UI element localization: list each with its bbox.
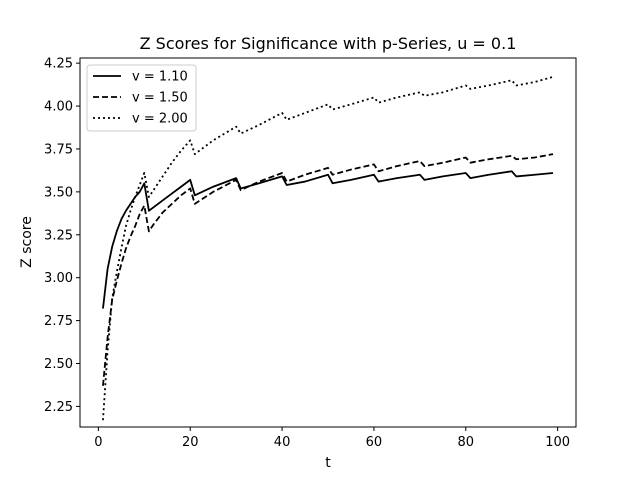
y-tick-label: 3.25 — [44, 228, 73, 243]
x-tick-label: 80 — [458, 435, 475, 450]
x-tick-label: 60 — [366, 435, 383, 450]
y-tick-label: 2.50 — [44, 357, 73, 372]
y-tick-label: 3.75 — [44, 142, 73, 157]
y-tick-label: 3.50 — [44, 185, 73, 200]
legend-label: v = 1.10 — [132, 70, 188, 85]
plot-lines — [102, 76, 554, 421]
y-tick-label: 4.00 — [44, 100, 73, 115]
legend: v = 1.10 v = 1.50 v = 2.00 — [86, 64, 197, 132]
series-line-1 — [102, 170, 554, 309]
legend-box — [86, 64, 197, 132]
legend-label: v = 1.50 — [132, 91, 188, 106]
plot-frame — [79, 57, 577, 428]
y-tick-label: 3.00 — [44, 271, 73, 286]
y-axis-label: Z score — [19, 216, 35, 268]
legend-label: v = 2.00 — [132, 112, 188, 127]
series-line-2 — [102, 153, 554, 386]
x-axis: 0 20 40 60 80 100 — [94, 427, 570, 450]
chart-title: Z Scores for Significance with p-Series,… — [140, 34, 517, 53]
y-axis: 2.25 2.50 2.75 3.00 3.25 3.50 3.75 4.00 4.25 — [44, 57, 80, 415]
x-tick-label: 0 — [94, 435, 102, 450]
y-tick-label: 2.25 — [44, 400, 73, 415]
x-tick-label: 20 — [182, 435, 199, 450]
x-tick-label: 100 — [545, 435, 570, 450]
x-axis-label: t — [325, 455, 331, 471]
y-tick-label: 4.25 — [44, 57, 73, 72]
y-tick-label: 2.75 — [44, 314, 73, 329]
x-tick-label: 40 — [274, 435, 291, 450]
